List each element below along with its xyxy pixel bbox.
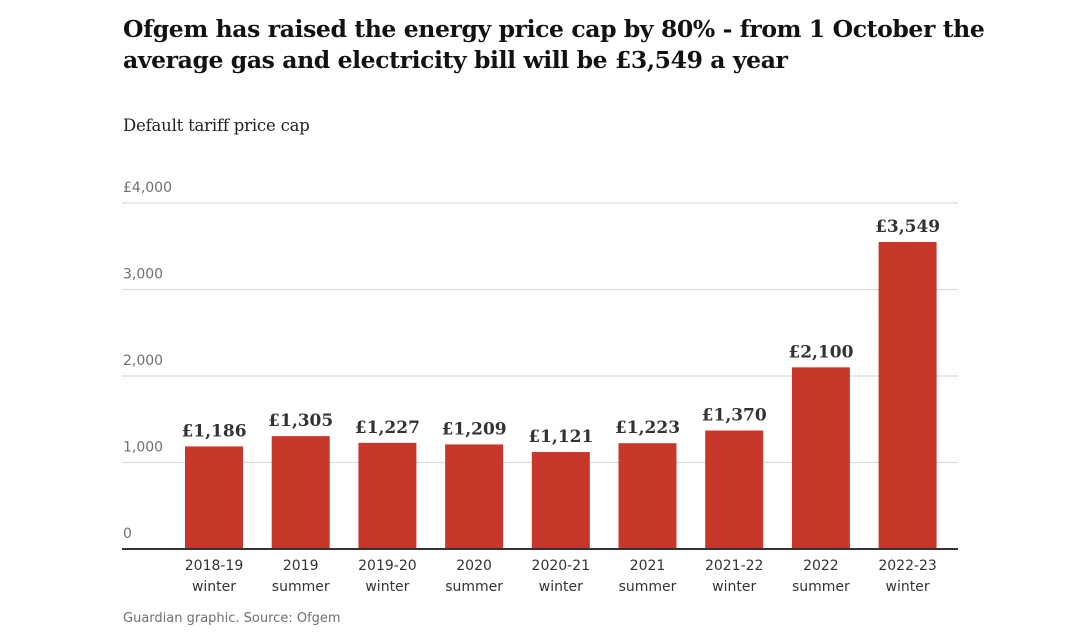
bar xyxy=(791,367,850,549)
x-tick-label: 2021 xyxy=(630,558,666,574)
y-tick-label: £4,000 xyxy=(123,180,172,196)
y-tick-label: 2,000 xyxy=(123,353,163,369)
y-tick-label: 1,000 xyxy=(123,440,163,456)
x-tick-label: 2020 xyxy=(456,558,492,574)
x-tick-label: winter xyxy=(712,579,756,595)
data-label: £3,549 xyxy=(875,217,940,237)
x-tick-label: winter xyxy=(539,579,583,595)
data-label: £1,305 xyxy=(268,411,333,431)
data-label: £2,100 xyxy=(788,342,853,362)
bar xyxy=(705,430,764,549)
x-tick-label: 2019 xyxy=(283,558,319,574)
x-tick-label: winter xyxy=(886,579,930,595)
chart-subtitle: Default tariff price cap xyxy=(123,116,310,135)
bar xyxy=(185,446,243,549)
bar xyxy=(358,442,417,549)
x-tick-label: winter xyxy=(365,579,409,595)
chart-title: Ofgem has raised the energy price cap by… xyxy=(123,15,985,74)
data-label: £1,223 xyxy=(615,418,680,438)
data-label: £1,227 xyxy=(355,418,420,438)
bar xyxy=(271,436,330,549)
x-tick-label: 2020-21 xyxy=(532,558,591,574)
bar xyxy=(618,443,677,549)
chart-source: Guardian graphic. Source: Ofgem xyxy=(123,611,341,626)
bar xyxy=(878,242,937,549)
data-label: £1,209 xyxy=(442,419,507,439)
x-tick-label: 2021-22 xyxy=(705,558,764,574)
y-tick-label: 3,000 xyxy=(123,267,163,283)
data-label: £1,186 xyxy=(181,421,246,441)
y-tick-label: 0 xyxy=(123,526,132,542)
x-tick-label: winter xyxy=(192,579,236,595)
x-tick-label: summer xyxy=(272,579,330,595)
x-tick-label: 2018-19 xyxy=(185,558,244,574)
x-tick-label: summer xyxy=(445,579,503,595)
x-tick-label: 2022 xyxy=(803,558,839,574)
bar xyxy=(445,444,504,549)
x-tick-label: 2019-20 xyxy=(358,558,417,574)
x-tick-label: summer xyxy=(619,579,677,595)
bar xyxy=(531,452,590,549)
x-tick-label: 2022-23 xyxy=(878,558,937,574)
data-label: £1,370 xyxy=(702,405,767,425)
data-label: £1,121 xyxy=(528,427,593,447)
x-tick-label: summer xyxy=(792,579,850,595)
